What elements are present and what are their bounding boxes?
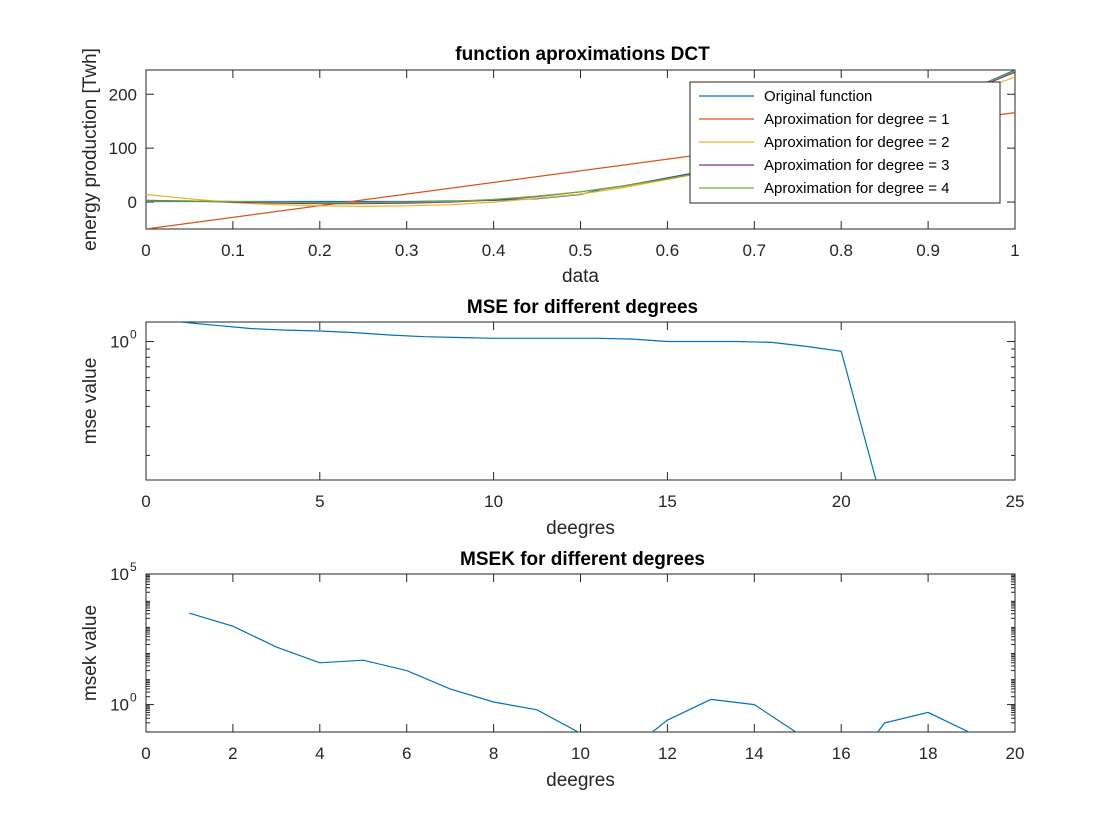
y-axis-label: msek value <box>80 605 101 701</box>
x-axis-label: data <box>562 266 599 287</box>
x-tick-label: 0 <box>141 241 150 260</box>
y-tick-label: 100 <box>109 139 137 158</box>
x-tick-label: 0.8 <box>829 241 853 260</box>
x-tick-label: 10 <box>484 492 503 511</box>
y-tick-label: 0 <box>128 193 137 212</box>
y-tick-exponent: 0 <box>130 691 137 705</box>
y-tick-label: 10 <box>110 696 129 715</box>
x-tick-label: 18 <box>919 744 938 763</box>
x-axis-label: deegres <box>546 770 615 791</box>
legend-entry: Aproximation for degree = 1 <box>764 111 950 128</box>
x-tick-label: 0.6 <box>656 241 680 260</box>
series-line-1 <box>189 612 971 732</box>
x-tick-label: 0.3 <box>395 241 419 260</box>
x-tick-label: 12 <box>658 744 677 763</box>
x-tick-label: 0.2 <box>308 241 332 260</box>
x-tick-label: 0.7 <box>742 241 766 260</box>
x-tick-label: 0 <box>141 744 150 763</box>
plot-area <box>189 612 971 732</box>
legend: Original function Aproximation for degree… <box>689 81 1001 204</box>
x-tick-label: 8 <box>489 744 498 763</box>
x-tick-label: 4 <box>315 744 324 763</box>
x-tick-label: 20 <box>1006 744 1025 763</box>
x-tick-label: 15 <box>658 492 677 511</box>
x-tick-label: 0 <box>141 492 150 511</box>
y-tick-label: 10 <box>110 333 129 352</box>
x-tick-label: 0.4 <box>482 241 506 260</box>
series-line-1 <box>180 322 877 480</box>
x-tick-label: 14 <box>745 744 764 763</box>
x-tick-label: 6 <box>402 744 411 763</box>
chart-title: function aproximations DCT <box>455 44 710 65</box>
y-tick-exponent: 5 <box>130 560 137 574</box>
x-tick-label: 20 <box>832 492 851 511</box>
legend-entry: Aproximation for degree = 2 <box>764 134 950 151</box>
y-axis-label: mse value <box>80 358 101 445</box>
y-axis-label: energy production [Twh] <box>80 48 101 251</box>
x-tick-label: 16 <box>832 744 851 763</box>
x-tick-label: 0.1 <box>221 241 245 260</box>
x-axis-label: deegres <box>546 518 615 539</box>
y-tick-exponent: 0 <box>130 328 137 342</box>
chart-title: MSEK for different degrees <box>460 549 705 570</box>
x-tick-label: 10 <box>571 744 590 763</box>
panel-1: 0 0.1 0.2 0.3 0.4 0.5 0.6 0.7 0.8 0.9 1 0 100 200 func… <box>80 44 1020 287</box>
chart-title: MSE for different degrees <box>467 297 698 318</box>
plot-area <box>180 322 877 480</box>
x-tick-label: 0.9 <box>916 241 940 260</box>
legend-entry: Aproximation for degree = 4 <box>764 180 950 197</box>
y-tick-label: 200 <box>109 85 137 104</box>
legend-entry: Original function <box>764 88 872 105</box>
x-tick-label: 25 <box>1006 492 1025 511</box>
axes-box <box>145 573 1016 733</box>
y-tick-label: 10 <box>110 565 129 584</box>
x-tick-label: 5 <box>315 492 324 511</box>
x-tick-label: 0.5 <box>569 241 593 260</box>
x-tick-label: 1 <box>1010 241 1019 260</box>
axes-box <box>145 321 1016 481</box>
x-tick-label: 2 <box>228 744 237 763</box>
legend-entry: Aproximation for degree = 3 <box>764 157 950 174</box>
